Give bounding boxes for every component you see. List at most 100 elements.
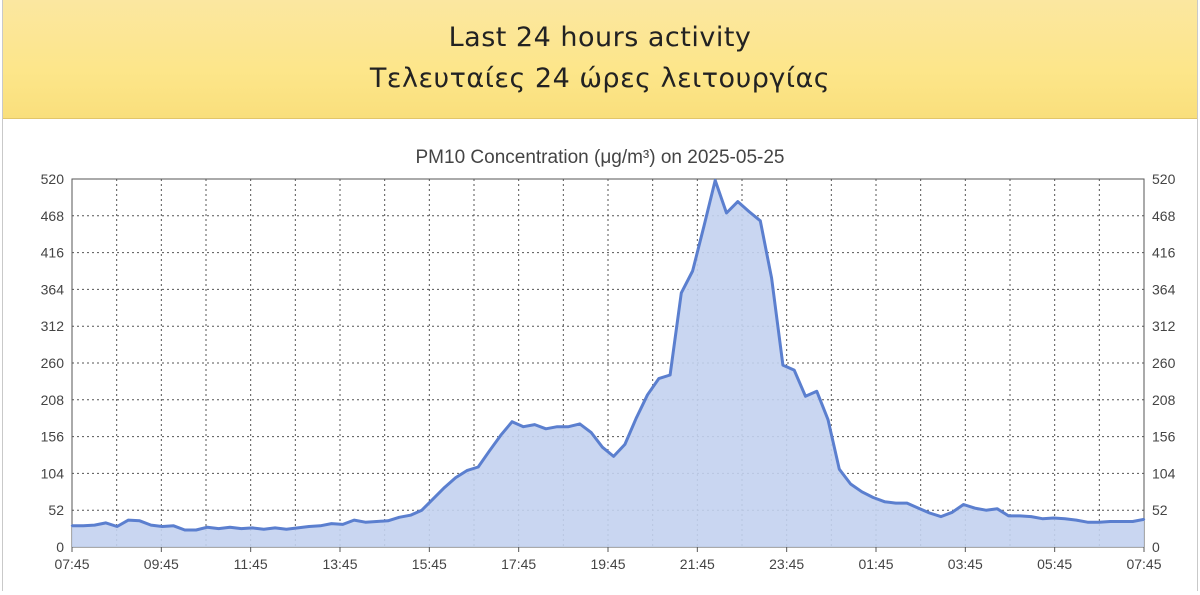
data-point: [194, 528, 198, 532]
x-tick-label: 09:45: [144, 556, 179, 572]
x-tick-label: 07:45: [1126, 556, 1161, 572]
chart-title: PM10 Concentration (μg/m³) on 2025-05-25: [416, 147, 785, 168]
data-point: [341, 523, 345, 526]
y-tick-label-right: 416: [1152, 245, 1176, 261]
data-point: [273, 526, 277, 530]
y-tick-label-left: 312: [41, 318, 65, 334]
data-point: [1142, 518, 1146, 521]
data-point: [702, 225, 706, 228]
x-tick-label: 21:45: [680, 556, 715, 572]
data-point: [928, 511, 931, 515]
data-point: [183, 528, 187, 532]
data-point: [285, 528, 288, 531]
data-point: [747, 210, 751, 213]
data-point: [680, 291, 683, 295]
y-tick-label-left: 52: [48, 502, 64, 518]
data-point: [612, 455, 615, 458]
y-tick-label-right: 0: [1152, 539, 1160, 555]
data-point: [725, 211, 728, 215]
data-point: [770, 276, 773, 280]
series-line: [72, 178, 1145, 532]
pm10-chart: PM10 Concentration (μg/m³) on 2025-05-25…: [41, 147, 1176, 572]
y-tick-label-left: 468: [41, 208, 65, 224]
data-point: [443, 486, 446, 489]
chart-area: PM10 Concentration (μg/m³) on 2025-05-25…: [0, 118, 1200, 591]
data-point: [522, 425, 525, 428]
data-point: [781, 363, 785, 367]
x-tick-label: 17:45: [501, 556, 536, 572]
y-tick-label-right: 104: [1152, 465, 1176, 481]
data-point: [431, 497, 435, 501]
data-point: [1108, 520, 1112, 523]
data-point: [1063, 517, 1067, 520]
data-point: [82, 524, 85, 527]
data-point: [240, 527, 243, 530]
data-point: [465, 469, 469, 472]
data-point: [804, 395, 807, 398]
data-point: [70, 524, 74, 527]
data-point: [398, 516, 401, 519]
data-point: [871, 496, 875, 499]
y-tick-label-left: 520: [41, 171, 65, 187]
x-tick-label: 11:45: [234, 556, 268, 572]
x-tick-label: 23:45: [769, 556, 804, 572]
data-point: [510, 420, 514, 423]
data-point: [375, 520, 378, 523]
data-point: [1086, 521, 1089, 524]
data-point: [759, 219, 762, 222]
data-point: [635, 417, 638, 420]
data-point: [714, 179, 717, 182]
data-point: [319, 524, 322, 527]
data-point: [736, 200, 739, 203]
data-point: [330, 522, 333, 525]
data-point: [950, 511, 954, 514]
data-point: [984, 509, 988, 512]
data-point: [217, 527, 220, 530]
data-point: [1097, 521, 1101, 524]
y-tick-label-right: 260: [1152, 355, 1176, 371]
data-point: [792, 368, 796, 372]
y-tick-label-left: 208: [41, 392, 65, 408]
data-point: [409, 513, 412, 517]
panel-header: Last 24 hours activity Τελευταίες 24 ώρε…: [3, 0, 1197, 119]
y-tick-label-left: 260: [41, 355, 65, 371]
y-tick-label-right: 520: [1152, 171, 1176, 187]
data-point: [589, 431, 593, 434]
data-point: [883, 500, 886, 503]
data-point: [251, 526, 254, 530]
data-point: [962, 503, 965, 506]
y-tick-label-right: 52: [1152, 502, 1168, 518]
data-point: [894, 501, 897, 505]
x-tick-label: 13:45: [322, 556, 357, 572]
y-tick-label-right: 156: [1152, 429, 1176, 445]
data-point: [1029, 515, 1033, 518]
data-point: [668, 373, 672, 377]
data-point: [646, 393, 649, 397]
data-point: [386, 519, 390, 523]
data-point: [623, 443, 627, 446]
data-point: [533, 423, 536, 426]
data-point: [826, 418, 830, 421]
data-point: [996, 507, 999, 510]
data-point: [149, 523, 153, 527]
data-point: [1120, 520, 1123, 523]
data-point: [104, 521, 108, 525]
data-point: [488, 449, 491, 452]
data-point: [556, 425, 559, 428]
data-point: [454, 476, 457, 479]
data-point: [1052, 516, 1055, 520]
y-tick-label-left: 364: [41, 281, 65, 297]
data-point: [567, 425, 570, 428]
x-tick-label: 07:45: [54, 556, 89, 572]
series-area: [70, 178, 1146, 547]
data-point: [691, 269, 694, 273]
data-point: [228, 525, 232, 529]
data-point: [296, 526, 299, 530]
x-tick-label: 03:45: [948, 556, 983, 572]
data-point: [161, 525, 164, 528]
data-point: [1041, 517, 1044, 520]
data-point: [262, 528, 266, 531]
data-point: [352, 518, 356, 522]
x-tick-label: 19:45: [590, 556, 625, 572]
data-point: [917, 506, 920, 510]
